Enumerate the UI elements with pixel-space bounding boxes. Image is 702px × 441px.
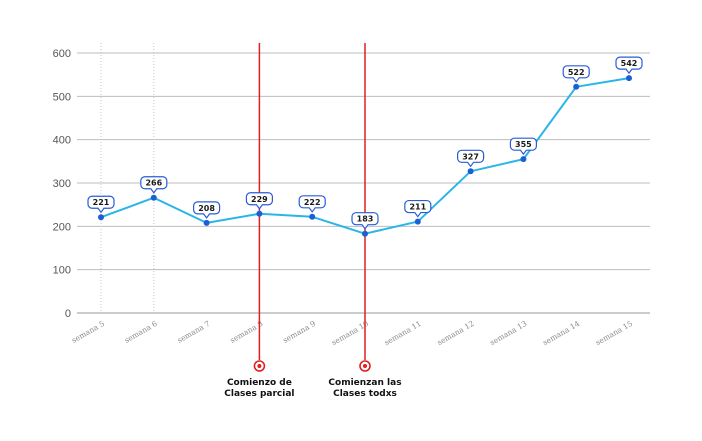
x-tick-label: semana 6 [123, 319, 159, 345]
annotation-text: Clases parcial [224, 389, 294, 399]
y-tick-label: 600 [53, 48, 71, 60]
data-label-bubble [87, 195, 115, 214]
x-tick-label: semana 15 [594, 319, 634, 347]
annotation-marker-dot [363, 364, 367, 368]
data-label-text: 208 [198, 204, 215, 213]
y-tick-label: 100 [53, 265, 71, 277]
data-label-bubble [193, 201, 221, 219]
data-point [309, 213, 316, 220]
data-label-bubble [245, 192, 273, 210]
y-axis-ticks: 0 100 200 300 400 500 600 [53, 48, 71, 320]
data-label-text: 327 [462, 152, 479, 161]
data-label-text: 542 [621, 59, 638, 68]
data-label-bubble [457, 149, 485, 168]
data-label: 221 [87, 195, 115, 214]
data-label-text: 229 [251, 195, 268, 204]
data-label-text: 266 [145, 179, 162, 188]
data-label-bubble [509, 137, 537, 156]
data-label: 327 [457, 149, 485, 168]
y-tick-label: 300 [53, 178, 71, 190]
y-tick-label: 0 [65, 308, 71, 320]
x-tick-label: semana 11 [383, 319, 423, 347]
data-label-bubble [351, 212, 379, 230]
data-points [98, 75, 632, 237]
x-tick-label: semana 14 [541, 319, 581, 347]
y-tick-label: 200 [53, 221, 71, 233]
annotation-text: Clases todxs [333, 389, 397, 399]
data-label-bubble [298, 195, 326, 213]
data-label: 522 [562, 65, 590, 83]
data-label-bubble [615, 56, 643, 75]
data-point [573, 83, 580, 90]
x-tick-label: semana 9 [281, 319, 317, 345]
data-label: 229 [245, 192, 273, 210]
data-point [626, 75, 632, 82]
data-label: 542 [615, 56, 643, 75]
data-labels: 221 266 208 229 222 183 211 327 355 522 542 [87, 56, 643, 230]
x-tick-label: semana 7 [176, 319, 212, 345]
annotation-text: Comienzan las [328, 378, 401, 388]
data-label-text: 211 [409, 203, 426, 212]
data-point [520, 156, 527, 163]
data-label: 211 [404, 199, 432, 218]
data-label-text: 355 [515, 140, 532, 149]
x-tick-label: semana 10 [330, 319, 370, 347]
x-tick-label: semana 13 [488, 319, 528, 347]
data-label-text: 183 [357, 215, 374, 224]
data-label: 208 [193, 201, 221, 219]
annotation-text: Comienzo de [227, 378, 292, 388]
data-point [256, 210, 263, 217]
x-tick-label: semana 5 [70, 319, 106, 345]
data-label-text: 522 [568, 68, 585, 77]
data-point [414, 218, 421, 225]
annotation-marker-dot [257, 364, 262, 368]
data-label: 183 [351, 212, 379, 230]
data-point [98, 214, 104, 221]
x-tick-label: semana 12 [435, 319, 475, 347]
y-tick-label: 400 [53, 135, 71, 147]
data-label-text: 221 [93, 198, 110, 207]
data-label: 355 [509, 137, 537, 156]
data-label: 222 [298, 195, 326, 213]
data-point [150, 194, 157, 201]
data-label-text: 222 [304, 198, 321, 207]
y-tick-label: 500 [53, 91, 71, 103]
data-label: 266 [140, 176, 168, 194]
data-label-bubble [140, 176, 168, 194]
x-axis-ticks: semana 5 semana 6 semana 7 semana 8 semana 9… [70, 319, 634, 347]
data-label-bubble [404, 199, 432, 218]
data-point [467, 168, 474, 175]
data-point [203, 219, 210, 226]
data-point [362, 230, 368, 237]
data-label-bubble [562, 65, 590, 83]
